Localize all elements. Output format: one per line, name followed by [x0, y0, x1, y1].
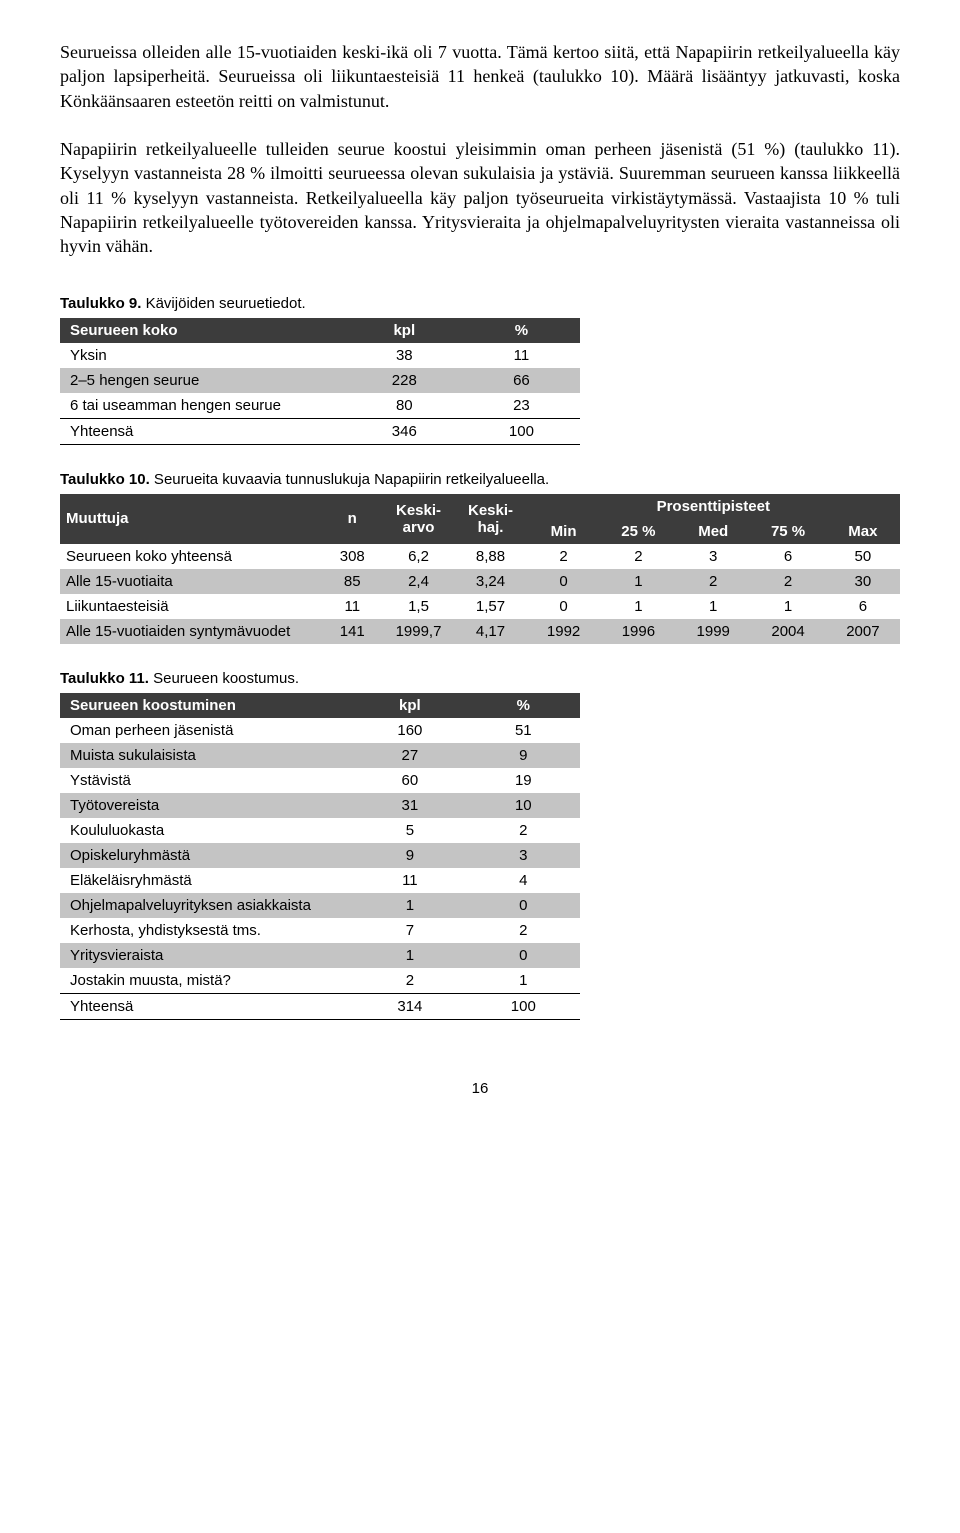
table9-h1: kpl	[346, 318, 463, 343]
table-row: Seurueen koko yhteensä3086,28,88223650	[60, 544, 900, 569]
table10-caption: Taulukko 10. Seurueita kuvaavia tunnuslu…	[60, 471, 900, 488]
table-row: Yritysvieraista10	[60, 943, 580, 968]
table-row: Jostakin muusta, mistä?21	[60, 968, 580, 994]
table-row: Ohjelmapalveluyrityksen asiakkaista10	[60, 893, 580, 918]
table-row: Alle 15-vuotiaiden syntymävuodet1411999,…	[60, 619, 900, 644]
table9-caption-bold: Taulukko 9.	[60, 295, 141, 312]
table11-header-row: Seurueen koostuminen kpl %	[60, 693, 580, 718]
table9-caption-rest: Kävijöiden seuruetiedot.	[141, 295, 305, 312]
table10-caption-rest: Seurueita kuvaavia tunnuslukuja Napapiir…	[150, 471, 549, 488]
table11-total-row: Yhteensä 314 100	[60, 993, 580, 1019]
table11: Seurueen koostuminen kpl % Oman perheen …	[60, 693, 580, 1020]
table10-caption-bold: Taulukko 10.	[60, 471, 150, 488]
table-row: 2–5 hengen seurue 228 66	[60, 368, 580, 393]
table-row: 6 tai useamman hengen seurue 80 23	[60, 393, 580, 419]
table9: Seurueen koko kpl % Yksin 38 11 2–5 heng…	[60, 318, 580, 445]
body-paragraph: Seurueissa olleiden alle 15-vuotiaiden k…	[60, 40, 900, 259]
table-row: Liikuntaesteisiä111,51,5701116	[60, 594, 900, 619]
table-row: Työtovereista3110	[60, 793, 580, 818]
table-row: Alle 15-vuotiaita852,43,24012230	[60, 569, 900, 594]
table10: Muuttuja n Keski-arvo Keski-haj. Prosent…	[60, 494, 900, 644]
table11-caption-bold: Taulukko 11.	[60, 670, 149, 687]
table-row: Koululuokasta52	[60, 818, 580, 843]
table10-header-row-1: Muuttuja n Keski-arvo Keski-haj. Prosent…	[60, 494, 900, 519]
table-row: Oman perheen jäsenistä16051	[60, 718, 580, 743]
table9-h0: Seurueen koko	[60, 318, 346, 343]
table-row: Opiskeluryhmästä93	[60, 843, 580, 868]
table11-caption: Taulukko 11. Seurueen koostumus.	[60, 670, 900, 687]
table-row: Yksin 38 11	[60, 343, 580, 368]
table9-caption: Taulukko 9. Kävijöiden seuruetiedot.	[60, 295, 900, 312]
table-row: Muista sukulaisista279	[60, 743, 580, 768]
table9-header-row: Seurueen koko kpl %	[60, 318, 580, 343]
table9-total-row: Yhteensä 346 100	[60, 418, 580, 444]
table11-caption-rest: Seurueen koostumus.	[149, 670, 299, 687]
table-row: Ystävistä6019	[60, 768, 580, 793]
table-row: Kerhosta, yhdistyksestä tms.72	[60, 918, 580, 943]
page-number: 16	[60, 1080, 900, 1097]
table-row: Eläkeläisryhmästä114	[60, 868, 580, 893]
table9-h2: %	[463, 318, 580, 343]
